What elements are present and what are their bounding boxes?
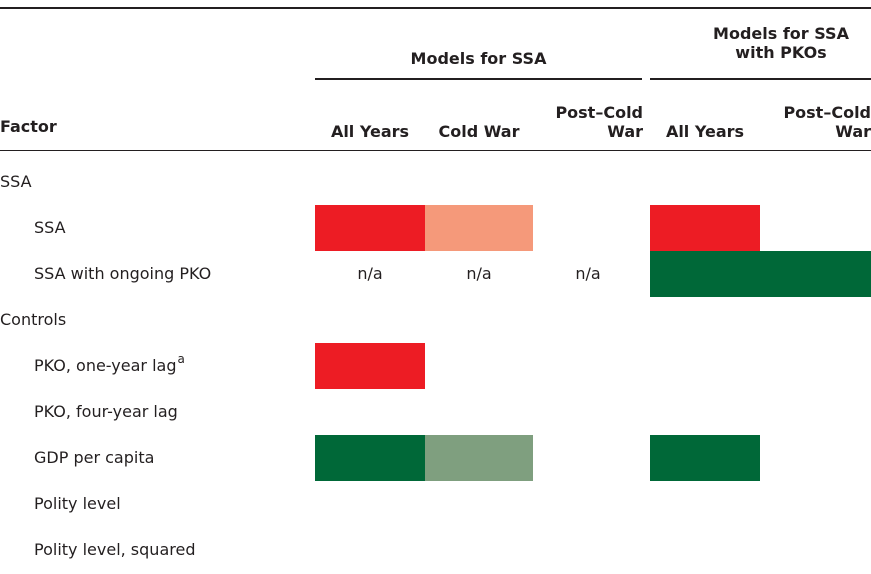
column-header: All Years: [330, 122, 410, 141]
row-label: PKO, four-year lag: [34, 388, 178, 434]
group-header: Models for SSA with PKOs: [650, 24, 871, 62]
cell-text: n/a: [357, 263, 383, 283]
row-label: Controls: [0, 296, 66, 342]
cell-text: n/a: [466, 263, 492, 283]
row-label-text: Polity level: [34, 493, 121, 513]
row-label-text: GDP per capita: [34, 447, 155, 467]
group-rule: [315, 78, 642, 80]
cell-fill: [650, 251, 760, 297]
cell-fill: [315, 435, 425, 481]
group-header-text: Models for SSA with PKOs: [713, 24, 849, 62]
row-label: SSA: [34, 204, 66, 250]
group-header: Models for SSA: [410, 49, 547, 68]
row-label: GDP per capita: [34, 434, 154, 480]
row-label-text: SSA: [34, 217, 66, 237]
row-label: Polity level: [34, 480, 121, 526]
row-label: SSA: [0, 158, 32, 204]
cell-fill: [315, 205, 425, 251]
cell-fill: [650, 435, 760, 481]
column-header: Post–Cold War: [555, 103, 643, 141]
header-rule: [0, 150, 871, 151]
row-label-text: PKO, one-year lag: [34, 355, 177, 375]
row-label-text: SSA with ongoing PKO: [34, 263, 212, 283]
row-label: SSA with ongoing PKO: [34, 250, 211, 296]
column-header: All Years: [665, 122, 745, 141]
cell-fill: [650, 205, 760, 251]
row-label: PKO, one-year lag a: [34, 342, 185, 388]
row-label-text: Controls: [0, 309, 67, 329]
top-rule: [0, 7, 871, 9]
row-label: Polity level, squared: [34, 526, 195, 572]
column-header: Post–Cold War: [783, 103, 871, 141]
group-rule: [650, 78, 871, 80]
cell-text: n/a: [575, 263, 601, 283]
cell-fill: [760, 251, 871, 297]
column-header: Cold War: [438, 122, 520, 141]
row-label-text: PKO, four-year lag: [34, 401, 178, 421]
footnote-marker: a: [177, 352, 185, 366]
cell-fill: [425, 435, 533, 481]
row-label-text: Polity level, squared: [34, 539, 196, 559]
cell-fill: [425, 205, 533, 251]
factor-header: Factor: [0, 117, 57, 136]
cell-fill: [315, 343, 425, 389]
row-label-text: SSA: [0, 171, 32, 191]
